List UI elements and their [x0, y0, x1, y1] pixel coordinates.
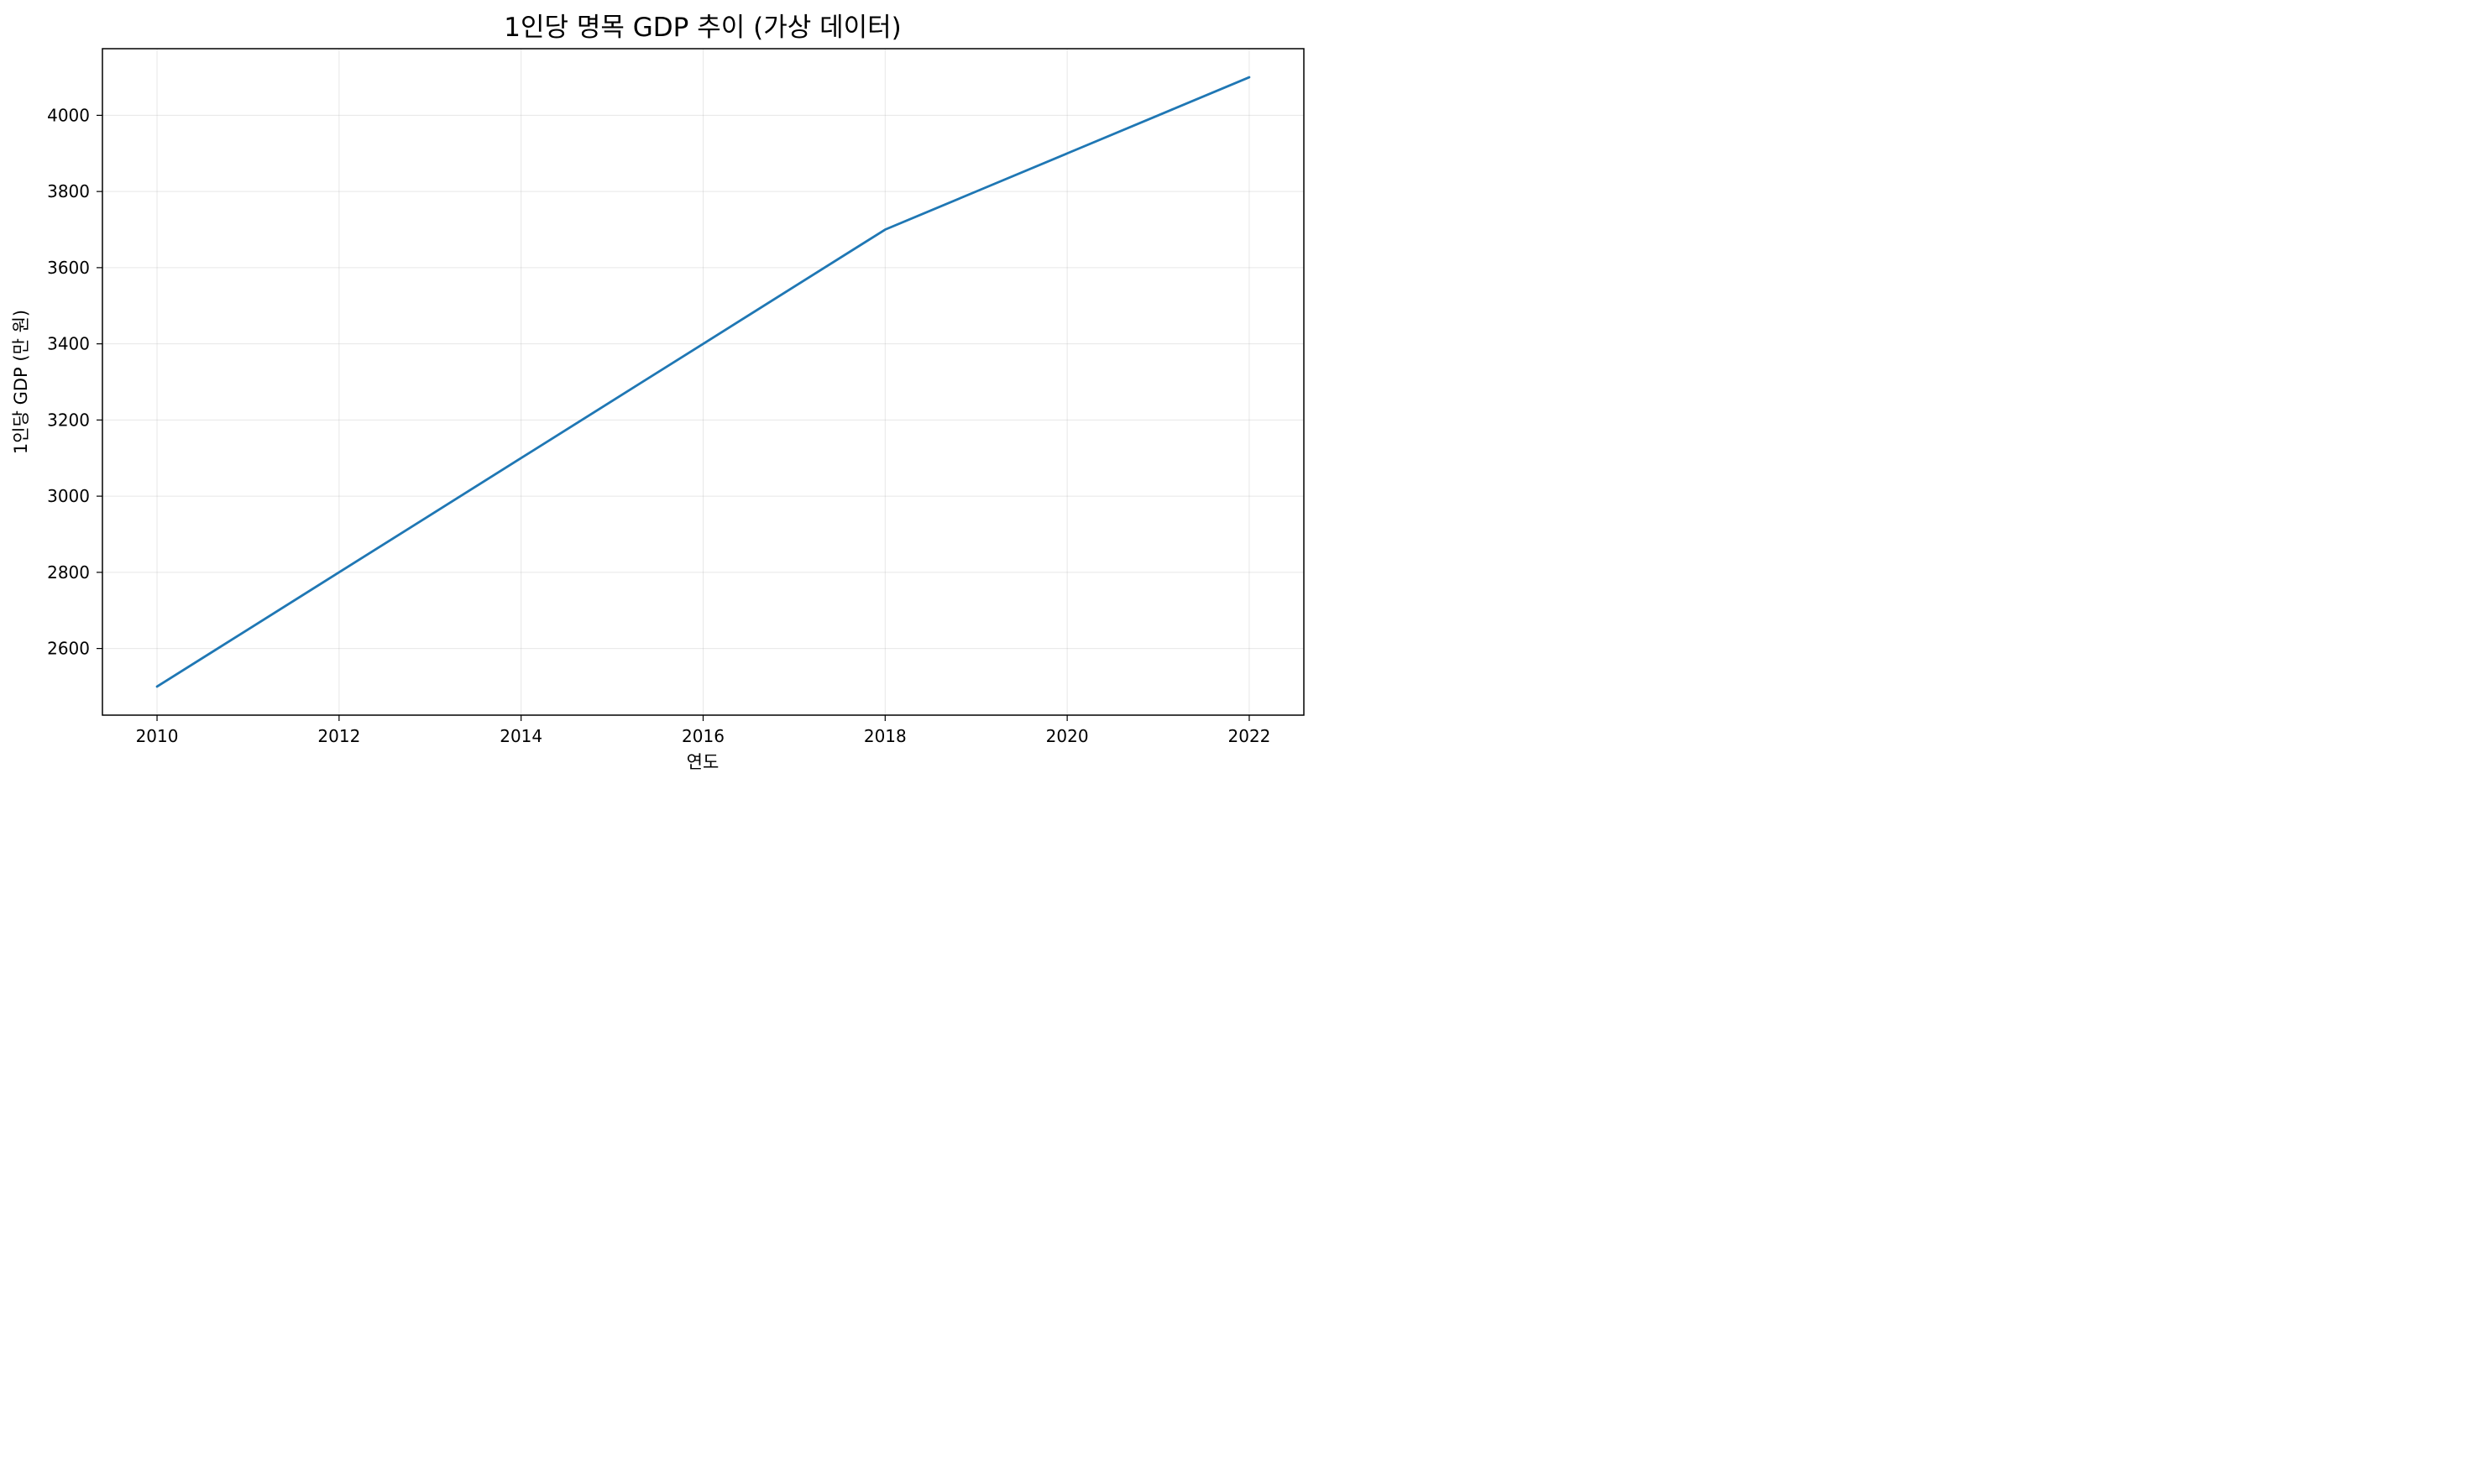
x-tick-label: 2014 [500, 726, 542, 746]
x-tick-label: 2020 [1046, 726, 1089, 746]
x-axis-label: 연도 [687, 752, 720, 772]
y-axis-label: 1인당 GDP (만 원) [11, 310, 31, 454]
chart: 1인당 명목 GDP 추이 (가상 데이터) 2010 2012 2014 2016 2… [11, 13, 1305, 772]
y-tick-label: 4000 [47, 105, 90, 125]
x-tick-label: 2022 [1228, 726, 1271, 746]
x-tick-label: 2010 [136, 726, 179, 746]
grid [102, 49, 1304, 715]
y-tick-label: 3000 [47, 486, 90, 506]
x-tick-label: 2018 [864, 726, 907, 746]
plot-frame [102, 48, 1305, 716]
y-tick-label: 2600 [47, 639, 90, 659]
axis-ticks: 2010 2012 2014 2016 2018 2020 2022 2600 2800 3000… [47, 105, 1270, 746]
y-tick-label: 3800 [47, 181, 90, 201]
x-tick-label: 2016 [682, 726, 725, 746]
y-tick-label: 2800 [47, 562, 90, 583]
y-tick-label: 3600 [47, 258, 90, 278]
y-tick-label: 3200 [47, 410, 90, 430]
y-tick-label: 3400 [47, 334, 90, 354]
series-layer [155, 76, 1251, 688]
x-tick-label: 2012 [317, 726, 360, 746]
chart-title: 1인당 명목 GDP 추이 (가상 데이터) [504, 13, 902, 43]
